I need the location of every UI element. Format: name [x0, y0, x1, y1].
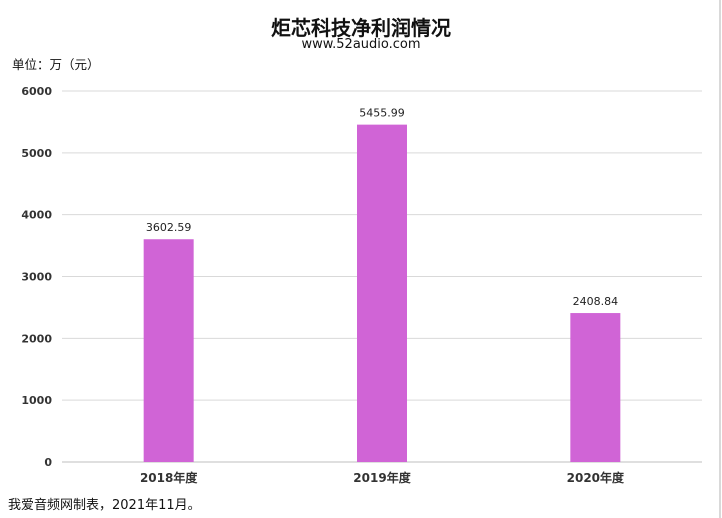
bar [357, 124, 407, 463]
x-tick-label: 2019年度 [353, 470, 411, 485]
x-tick-label: 2020年度 [567, 470, 625, 485]
unit-label: 单位：万（元） [12, 57, 100, 72]
y-tick-label: 5000 [21, 147, 52, 160]
y-tick-label: 2000 [21, 332, 52, 345]
y-tick-label: 4000 [21, 209, 52, 222]
data-label: 5455.99 [359, 107, 405, 120]
bar [570, 313, 621, 462]
chart-subtitle: www.52audio.com [301, 37, 421, 52]
y-tick-label: 6000 [21, 85, 52, 98]
y-tick-label: 3000 [21, 271, 52, 284]
chart-frame-border [719, 0, 721, 518]
x-tick-label: 2018年度 [140, 470, 198, 485]
data-label: 3602.59 [146, 221, 192, 234]
chart-title: 炬芯科技净利润情况 [271, 16, 451, 40]
footnote: 我爱音频网制表，2021年11月。 [8, 498, 201, 513]
bar [143, 239, 194, 462]
y-tick-label: 1000 [21, 394, 52, 407]
data-label: 2408.84 [573, 295, 619, 308]
y-tick-label: 0 [44, 456, 52, 469]
